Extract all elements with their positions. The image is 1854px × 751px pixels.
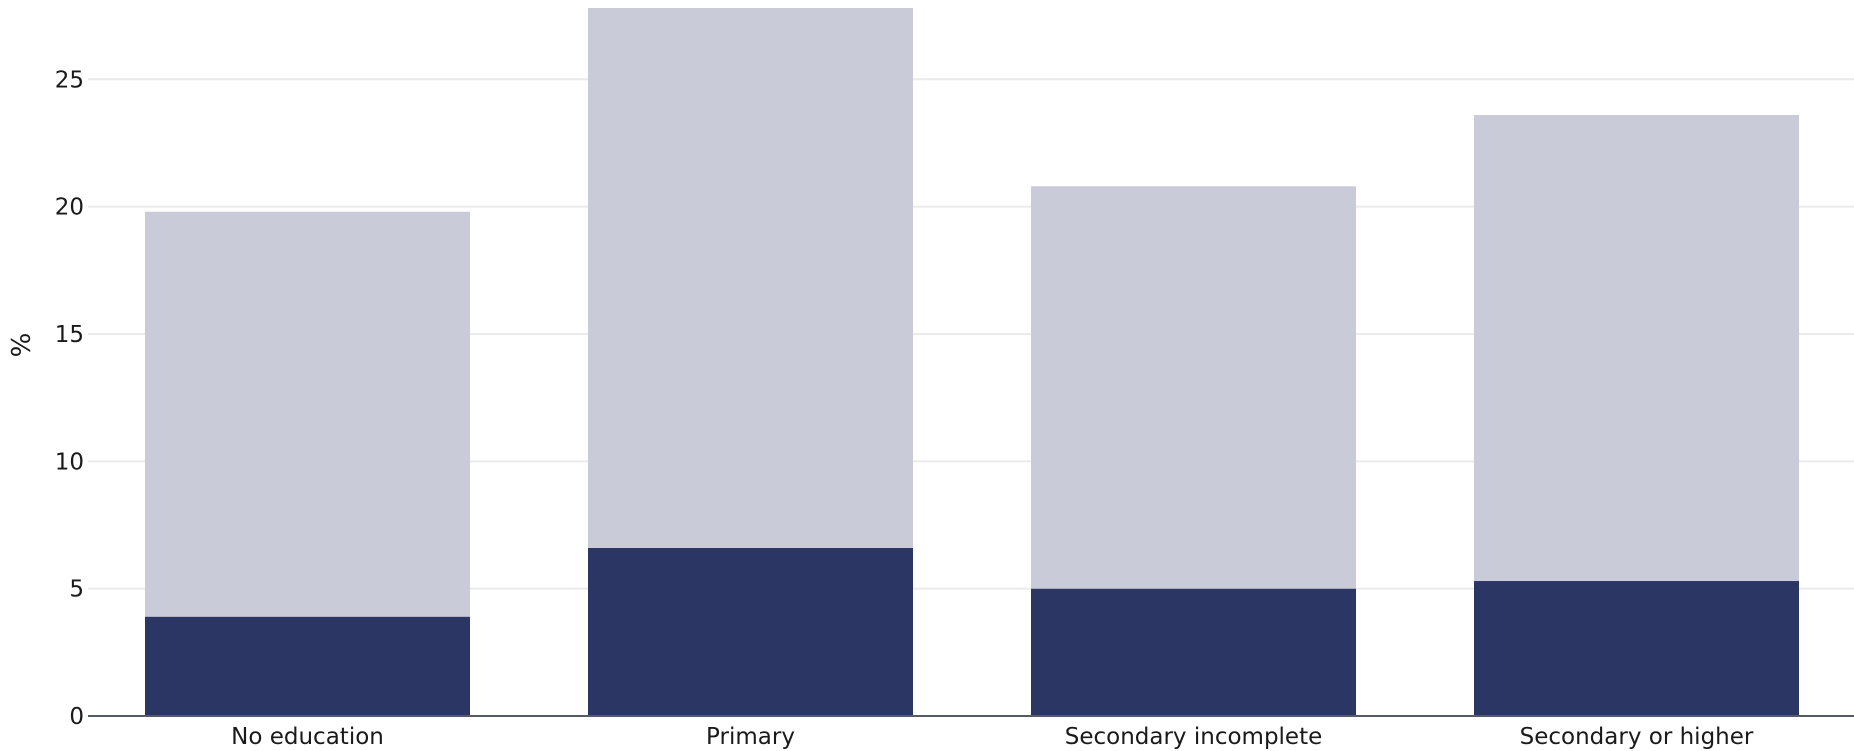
bar-segment-1	[145, 616, 470, 716]
x-tick-label: Secondary incomplete	[1065, 724, 1323, 750]
x-tick-label: No education	[231, 724, 384, 750]
y-tick-label: 0	[69, 704, 84, 730]
x-axis-tick-labels: No education Primary Secondary incomplete S…	[231, 724, 1754, 750]
y-tick-label: 5	[69, 577, 84, 603]
y-axis-tick-labels: 0 5 10 15 20 25	[55, 67, 84, 730]
bar-segment-2	[588, 8, 913, 548]
bar-segment-2	[1474, 114, 1799, 582]
bar-segment-1	[1474, 581, 1799, 716]
y-tick-label: 20	[55, 195, 84, 221]
bars	[145, 8, 1799, 716]
bar-segment-1	[588, 547, 913, 716]
y-tick-label: 25	[55, 67, 84, 93]
bar-segment-1	[1031, 588, 1356, 716]
bar-segment-2	[1031, 186, 1356, 589]
x-tick-label: Primary	[706, 724, 795, 750]
bar-segment-2	[145, 211, 470, 617]
y-tick-label: 15	[55, 322, 84, 348]
x-tick-label: Secondary or higher	[1520, 724, 1754, 750]
y-tick-label: 10	[55, 449, 84, 475]
y-axis-title: %	[7, 333, 37, 358]
